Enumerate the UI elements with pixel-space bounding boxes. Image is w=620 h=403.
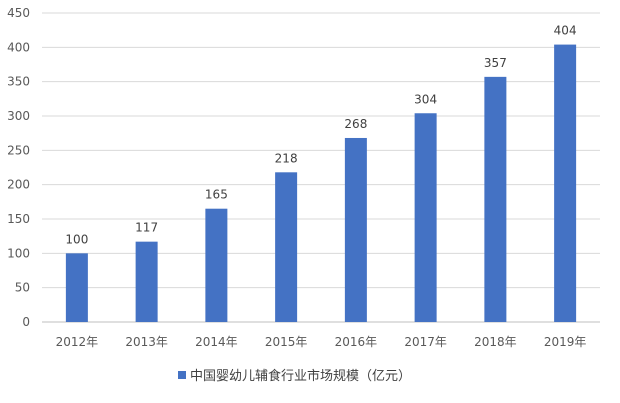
y-axis-ticks: 0 50 100 150 200 250 300 350 400 450 bbox=[7, 6, 30, 329]
data-label: 404 bbox=[554, 24, 577, 38]
y-tick-label: 300 bbox=[7, 109, 30, 123]
y-tick-label: 250 bbox=[7, 143, 30, 157]
y-tick-label: 400 bbox=[7, 40, 30, 54]
bar bbox=[275, 172, 298, 322]
legend-label: 中国婴幼儿辅食行业市场规模（亿元） bbox=[190, 368, 411, 384]
bar bbox=[205, 208, 228, 322]
data-labels: 100 117 165 218 268 304 357 404 bbox=[65, 24, 576, 247]
y-tick-label: 50 bbox=[15, 281, 30, 295]
legend-swatch bbox=[178, 371, 186, 379]
x-tick-label: 2017年 bbox=[404, 335, 447, 349]
bars bbox=[65, 44, 577, 323]
y-tick-label: 200 bbox=[7, 178, 30, 192]
data-label: 357 bbox=[484, 56, 507, 70]
bar bbox=[65, 253, 88, 322]
bar bbox=[554, 44, 577, 322]
y-tick-label: 450 bbox=[7, 6, 30, 20]
y-tick-label: 350 bbox=[7, 75, 30, 89]
x-tick-label: 2014年 bbox=[195, 335, 238, 349]
y-tick-label: 0 bbox=[22, 315, 30, 329]
y-tick-label: 150 bbox=[7, 212, 30, 226]
gridlines bbox=[42, 12, 600, 323]
bar bbox=[135, 241, 158, 322]
y-tick-label: 100 bbox=[7, 246, 30, 260]
x-tick-label: 2018年 bbox=[474, 335, 517, 349]
x-tick-label: 2016年 bbox=[335, 335, 378, 349]
bar bbox=[414, 113, 437, 323]
x-tick-label: 2015年 bbox=[265, 335, 308, 349]
data-label: 218 bbox=[275, 151, 298, 165]
x-tick-label: 2012年 bbox=[56, 335, 99, 349]
data-label: 304 bbox=[414, 92, 437, 106]
data-label: 100 bbox=[65, 232, 88, 246]
x-tick-label: 2013年 bbox=[125, 335, 168, 349]
data-label: 117 bbox=[135, 221, 158, 235]
data-label: 268 bbox=[344, 117, 367, 131]
legend: 中国婴幼儿辅食行业市场规模（亿元） bbox=[178, 368, 411, 384]
bar bbox=[484, 76, 507, 322]
x-axis-ticks: 2012年 2013年 2014年 2015年 2016年 2017年 2018年 2019年 bbox=[56, 335, 587, 349]
bar bbox=[344, 137, 367, 322]
data-label: 165 bbox=[205, 188, 228, 202]
x-tick-label: 2019年 bbox=[544, 335, 587, 349]
